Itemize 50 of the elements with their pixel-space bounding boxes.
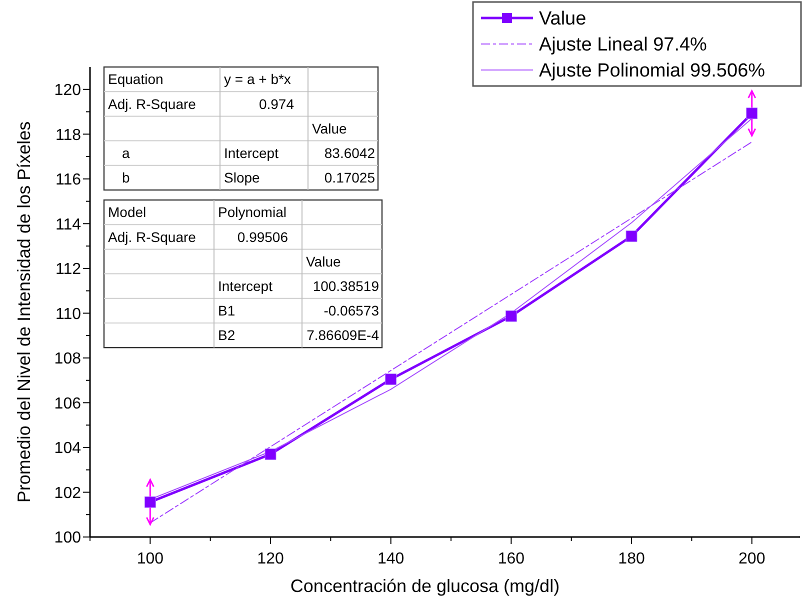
y-tick-label: 102	[54, 484, 82, 502]
point	[626, 230, 638, 242]
annotation: Intercept	[218, 278, 273, 294]
x-tick-label: 180	[618, 550, 645, 568]
annotation: Model	[108, 204, 146, 220]
annotation: b	[122, 170, 130, 186]
annotation: Equation	[108, 71, 164, 88]
y-tick-label: 116	[55, 172, 82, 189]
annotation: Intercept	[224, 145, 279, 161]
annotation: y = a + b*x	[224, 71, 291, 88]
annotation: 100.38519	[312, 278, 380, 294]
legend-label: Ajuste Polinomial 99.506%	[539, 60, 766, 82]
y-tick-label: 104	[54, 440, 82, 458]
y-tick-label: 120	[54, 82, 82, 99]
y-tick-label: 118	[55, 126, 82, 144]
annotation: Value	[312, 120, 347, 136]
annotation: 7.86609E-4	[306, 327, 380, 344]
annotation: B1	[218, 302, 236, 319]
annotation: Adj. R-Square	[108, 228, 196, 245]
annotation: Slope	[224, 170, 260, 186]
point	[505, 310, 517, 322]
annotation: 83.6042	[324, 145, 376, 161]
annotation: 0.17025	[324, 170, 376, 186]
point	[385, 373, 397, 385]
annotation: a	[122, 145, 130, 161]
y-tick-label: 108	[54, 350, 82, 368]
annotation: -0.06573	[324, 302, 380, 319]
annotation: Polynomial	[218, 204, 286, 220]
y-axis-title: Promedio del Nivel de Intensidad de los Píxeles	[14, 121, 34, 503]
annotation: B2	[218, 327, 236, 344]
annotation: 0.974	[258, 96, 294, 112]
point	[144, 496, 156, 508]
annotation: 0.99506	[237, 228, 288, 245]
annotation: Value	[306, 253, 341, 270]
point	[264, 448, 276, 460]
legend-label: Value	[539, 8, 586, 30]
x-axis-title: Concentración de glucosa (mg/dl)	[290, 576, 560, 596]
y-tick-label: 114	[55, 216, 82, 234]
x-tick-label: 140	[377, 550, 404, 568]
annotation: Adj. R-Square	[108, 96, 196, 112]
legend-label: Ajuste Lineal 97.4%	[539, 34, 708, 56]
y-tick-label: 112	[55, 261, 82, 278]
point	[746, 108, 758, 120]
x-tick-label: 160	[498, 550, 525, 568]
x-tick-label: 200	[738, 550, 766, 568]
x-tick-label: 100	[136, 550, 164, 568]
y-tick-label: 106	[54, 395, 82, 412]
y-tick-label: 100	[54, 530, 82, 547]
y-tick-label: 110	[55, 306, 82, 323]
x-tick-label: 120	[257, 550, 284, 568]
